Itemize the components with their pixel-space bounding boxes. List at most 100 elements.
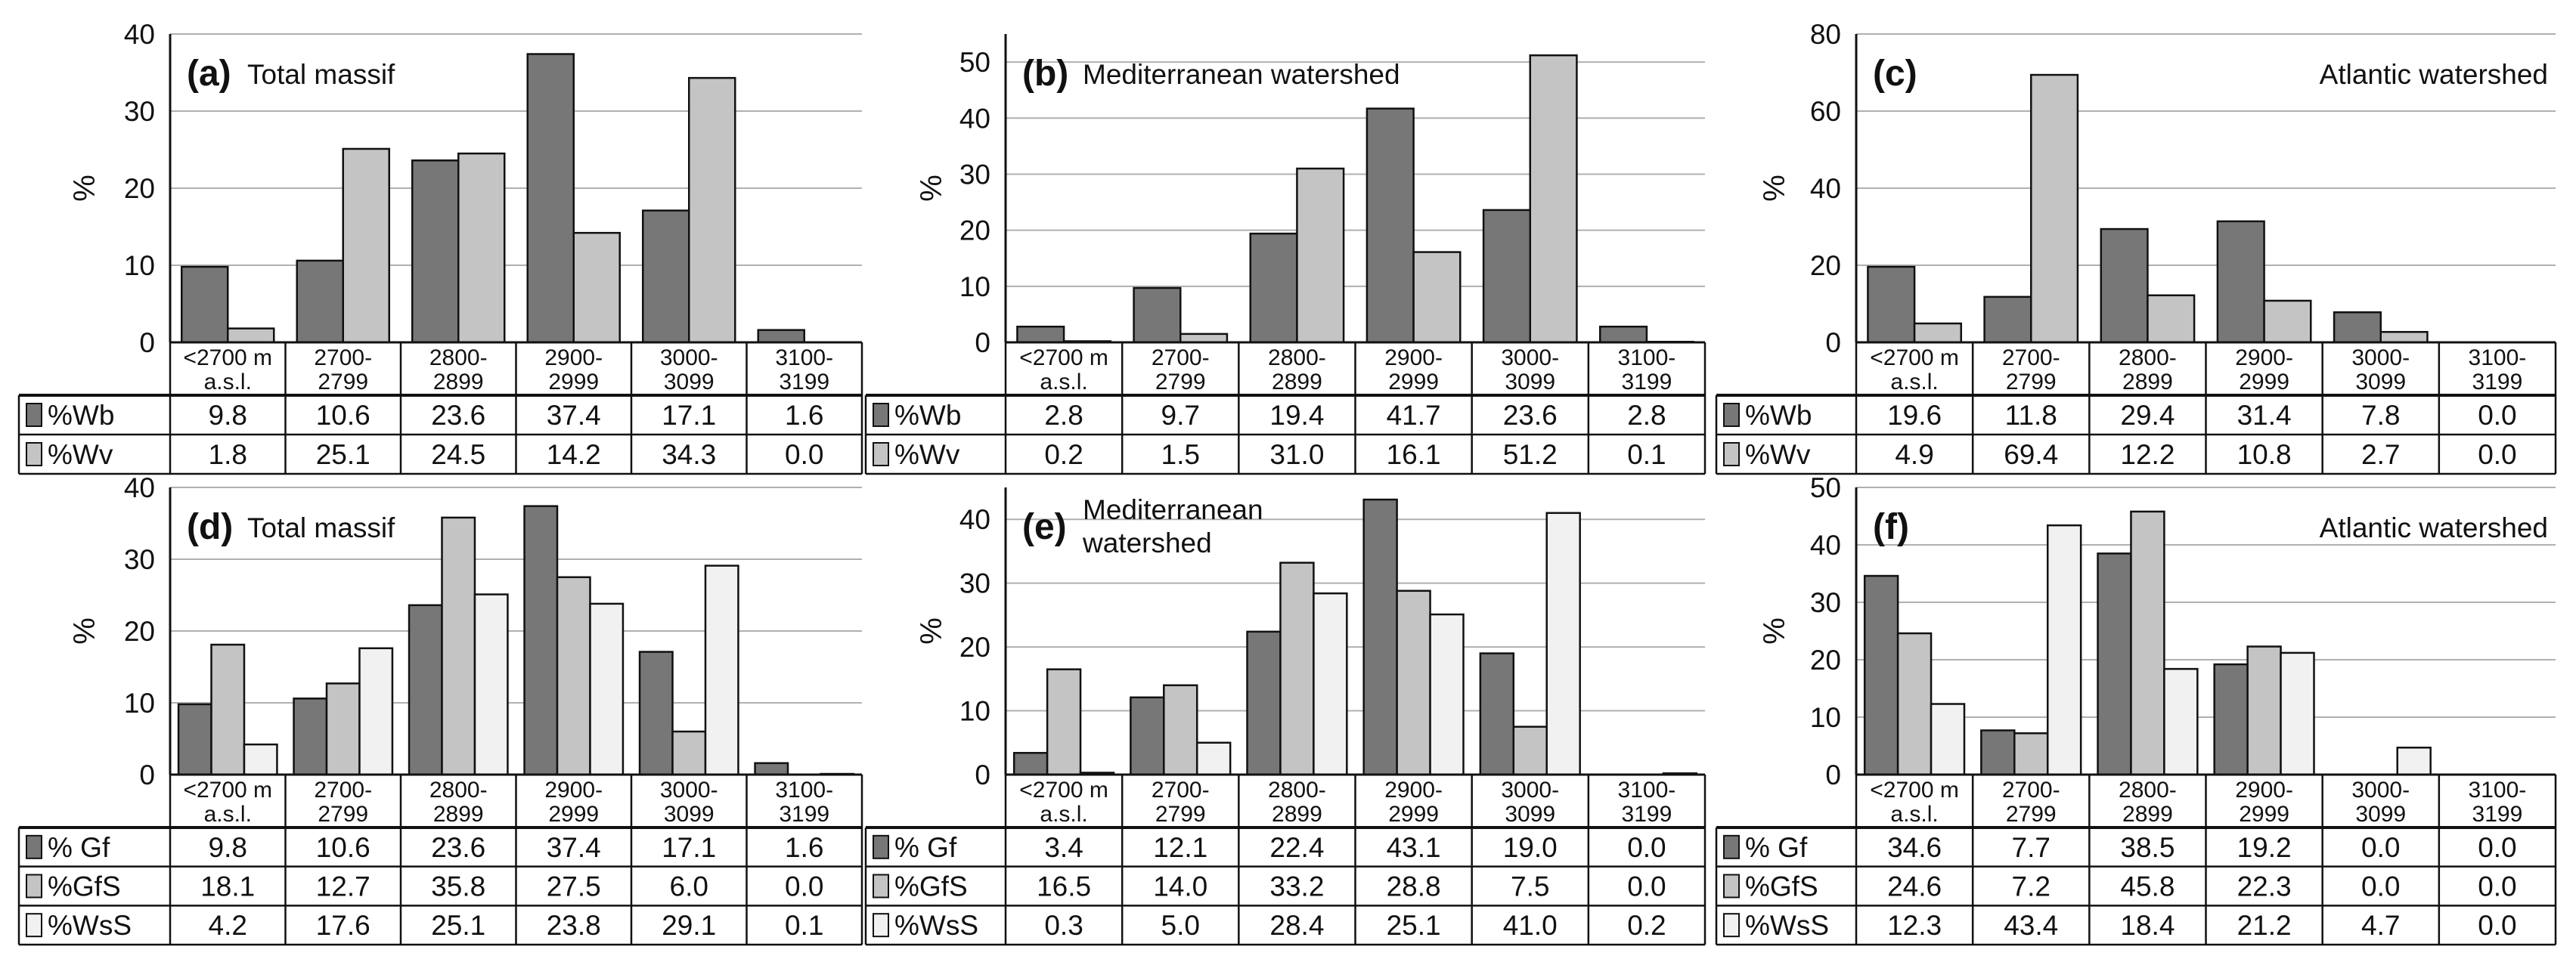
x-tick-label: 3100- [2469,778,2527,803]
y-tick-label: 40 [1810,173,1841,204]
data-label: 0.0 [2478,871,2516,902]
data-label: 10.6 [316,400,370,431]
bar-Gf-2 [1130,696,1165,776]
y-tick-label: 50 [1810,472,1841,503]
y-tick-label: 20 [1810,250,1841,281]
bar-Wv-1 [1913,322,1962,344]
x-tick-label: 3100- [1618,345,1676,370]
y-tick-label: 30 [124,544,155,575]
bar-Gf-5 [1479,652,1515,776]
x-tick-label: 2800- [2119,345,2177,370]
y-tick-label: 60 [1810,96,1841,127]
data-label: 0.0 [2478,832,2516,863]
y-tick-label: 0 [139,759,155,790]
y-tick-label: 20 [124,173,155,204]
panel-b: 0 10 20 30 40 50% (b) Mediterranean watershed <2… [864,34,1706,475]
y-tick-label: 30 [1810,587,1841,618]
bar-Wv-3 [1296,167,1345,344]
bar-GfS-1 [210,643,246,776]
bar-Wb-3 [2100,227,2149,344]
legend-label: %Wb [894,400,961,431]
data-label: 23.8 [547,910,601,941]
legend-swatch [873,913,889,938]
x-tick-label: 2899 [2122,370,2173,394]
x-tick-label: 3199 [2472,370,2523,394]
x-tick-label: 2800- [2119,778,2177,803]
panel-a: 0 10 20 30 40% (a) Total massif <2700 ma.s.l. 27… [17,19,863,475]
bar-WsS-3 [473,593,509,776]
bar-Wb-1 [1867,265,1916,344]
bar-Wv-5 [2379,330,2429,344]
data-label: 0.0 [2478,910,2516,941]
y-axis-title: % [68,617,101,645]
data-label: 69.4 [2004,439,2058,470]
x-tick-label: 2799 [318,802,368,827]
data-label: 12.2 [2120,439,2175,470]
legend-swatch [1723,874,1740,899]
data-label: 14.0 [1153,871,1207,902]
data-label: 18.4 [2120,910,2175,941]
legend-label: %GfS [1745,871,1818,902]
bar-Gf-6 [754,762,789,776]
data-label: 35.8 [431,871,485,902]
bar-Gf-2 [293,698,328,776]
bar-Wv-4 [1412,251,1462,344]
y-tick-label: 10 [124,250,155,281]
panel-title: Total massif [247,512,395,543]
panel-title: Mediterranean [1083,494,1263,525]
x-tick-label: 3000- [2351,778,2410,803]
y-tick-label: 40 [124,472,155,503]
data-label: 2.7 [2361,439,2400,470]
y-tick-label: 10 [959,696,990,727]
x-tick-label: <2700 m [183,778,272,803]
y-tick-label: 20 [959,215,990,246]
legend-label: % Gf [1745,832,1808,863]
data-label: 6.0 [670,871,708,902]
data-label: 41.7 [1387,400,1441,431]
legend-swatch [26,403,42,427]
data-label: 18.1 [200,871,255,902]
y-axis-title: % [1758,617,1791,645]
bar-GfS-4 [1396,589,1431,776]
legend-swatch [26,874,42,899]
y-tick-label: 80 [1810,19,1841,50]
y-tick-label: 0 [139,327,155,358]
x-tick-label: <2700 m [1870,778,1959,803]
y-tick-label: 30 [124,96,155,127]
bar-Gf-4 [523,505,559,776]
legend-label: % Gf [894,832,957,863]
bar-Gf-4 [1362,498,1398,776]
x-tick-label: a.s.l. [1040,370,1087,394]
bar-WsS-2 [2046,524,2082,776]
data-label: 4.7 [2361,910,2400,941]
data-label: 0.1 [785,910,823,941]
x-tick-label: 2900- [544,778,603,803]
data-label: 41.0 [1503,910,1558,941]
data-label: 17.1 [662,400,716,431]
legend-label: %GfS [894,871,968,902]
data-label: 0.0 [2361,871,2400,902]
data-label: 9.7 [1161,400,1200,431]
x-tick-label: <2700 m [183,345,272,370]
data-label: 37.4 [547,832,601,863]
y-tick-label: 30 [959,568,990,599]
data-label: 7.7 [2012,832,2051,863]
x-tick-label: 2700- [1152,345,1210,370]
data-label: 19.2 [2237,832,2292,863]
legend-swatch [26,913,42,938]
x-tick-label: 2899 [433,802,484,827]
x-tick-label: 2899 [1272,802,1322,827]
y-tick-label: 40 [1810,530,1841,561]
y-axis-title: % [915,175,948,202]
data-label: 7.2 [2012,871,2051,902]
x-tick-label: 2700- [314,778,372,803]
bar-Gf-1 [177,703,212,776]
x-tick-label: 3000- [2351,345,2410,370]
panel-label: (f) [1873,507,1909,547]
bar-Wv-4 [2263,299,2312,344]
x-tick-label: 2799 [1155,802,1206,827]
data-label: 0.0 [1627,871,1666,902]
data-label: 33.2 [1269,871,1324,902]
legend-label: %WsS [1745,910,1829,941]
